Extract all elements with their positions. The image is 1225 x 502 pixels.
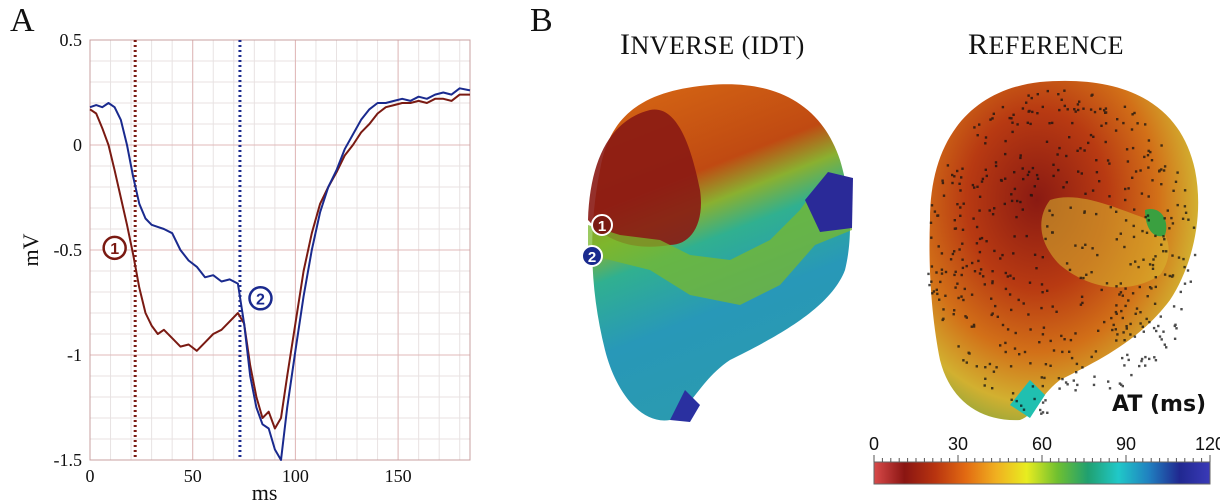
series-line-2 <box>89 87 471 461</box>
panel-b-letter: B <box>530 2 553 39</box>
x-tick-label: 100 <box>282 466 309 486</box>
x-tick-label: 150 <box>385 466 412 486</box>
at-ms-label: AT (ms) <box>1112 392 1207 417</box>
reference-heart <box>927 80 1199 421</box>
y-tick-label: -1.5 <box>54 450 83 470</box>
heart-marker-2-label: 2 <box>588 249 596 266</box>
colorbar-tick-label: 60 <box>1032 434 1052 454</box>
reference-title: REFERENCE <box>968 28 1124 62</box>
colorbar-tick-label: 0 <box>869 434 879 454</box>
activation-time-colorbar: 0 30 60 90 120 <box>869 434 1220 485</box>
heart-marker-2: 2 <box>581 245 603 267</box>
inverse-title-cap: I <box>620 28 631 61</box>
inverse-heart: 1 2 <box>581 84 853 422</box>
electrode-points <box>927 89 1197 415</box>
y-tick-label: 0 <box>73 135 82 155</box>
marker-badge-label-1: 1 <box>110 241 119 258</box>
x-tick-label: 50 <box>184 466 202 486</box>
x-tick-label: 0 <box>86 466 95 486</box>
x-axis-label: ms <box>252 480 278 502</box>
inverse-idt-title: INVERSE (IDT) <box>620 28 805 62</box>
colorbar-gradient <box>873 461 1211 485</box>
reference-title-rest: EFERENCE <box>988 31 1124 60</box>
y-tick-label: 0.5 <box>60 30 83 50</box>
colorbar-tick-label: 90 <box>1116 434 1136 454</box>
colorbar-tick-label: 30 <box>948 434 968 454</box>
marker-badge-2 <box>248 286 273 311</box>
ecg-line-chart: 0 50 100 150 0.5 0 -0.5 -1 -1.5 ms mV 1 2 <box>18 30 471 502</box>
colorbar-tick-label: 120 <box>1195 434 1220 454</box>
y-tick-label: -0.5 <box>54 240 83 260</box>
panel-a-letter: A <box>10 2 35 39</box>
heart-marker-1: 1 <box>591 214 613 236</box>
reference-title-cap: R <box>968 28 989 61</box>
heart-maps: 1 2 <box>581 80 1199 422</box>
y-tick-label: -1 <box>67 345 82 365</box>
y-axis-label: mV <box>18 233 43 266</box>
inverse-title-rest: NVERSE (IDT) <box>630 31 805 60</box>
marker-badge-label-2: 2 <box>256 291 265 308</box>
marker-badge-1 <box>102 235 127 261</box>
series-line-1 <box>89 93 470 430</box>
heart-marker-1-label: 1 <box>598 218 606 235</box>
